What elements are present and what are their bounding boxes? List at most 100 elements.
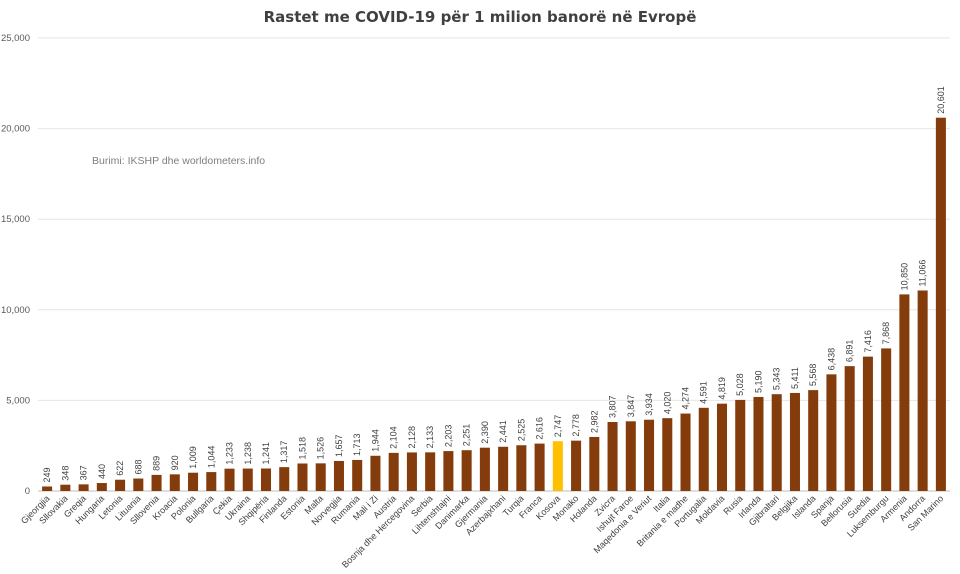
data-label: 7,416 bbox=[863, 330, 873, 353]
bar bbox=[662, 418, 673, 491]
data-label: 1,518 bbox=[297, 437, 307, 460]
data-label: 6,438 bbox=[826, 348, 836, 371]
bar bbox=[844, 366, 855, 491]
data-label: 889 bbox=[152, 456, 162, 471]
bar bbox=[406, 452, 417, 491]
data-label: 1,713 bbox=[352, 433, 362, 456]
data-label: 2,525 bbox=[516, 419, 526, 442]
data-label: 4,591 bbox=[699, 381, 709, 404]
bar bbox=[589, 436, 600, 491]
bar bbox=[881, 348, 892, 491]
y-tick-label: 0 bbox=[25, 486, 30, 497]
bar bbox=[60, 484, 71, 491]
data-label: 1,238 bbox=[243, 442, 253, 465]
data-label: 2,441 bbox=[498, 420, 508, 443]
data-label: 2,133 bbox=[425, 426, 435, 449]
data-label: 622 bbox=[115, 461, 125, 476]
chart-title: Rastet me COVID-19 për 1 milion banorë n… bbox=[263, 8, 697, 26]
bar bbox=[461, 450, 472, 491]
data-label: 688 bbox=[133, 460, 143, 475]
bar bbox=[169, 474, 180, 491]
bar bbox=[552, 441, 563, 491]
bar bbox=[133, 478, 144, 491]
data-label: 4,274 bbox=[681, 387, 691, 410]
data-label: 4,020 bbox=[662, 392, 672, 415]
bar bbox=[115, 479, 126, 491]
bar bbox=[808, 390, 819, 491]
bar bbox=[78, 484, 89, 491]
bar bbox=[771, 394, 782, 491]
data-label: 367 bbox=[79, 465, 89, 480]
data-label: 5,190 bbox=[753, 370, 763, 393]
data-label: 2,104 bbox=[389, 426, 399, 449]
bar bbox=[479, 447, 490, 491]
bar bbox=[425, 452, 436, 491]
data-label: 1,233 bbox=[225, 442, 235, 465]
data-label: 2,128 bbox=[407, 426, 417, 449]
data-label: 5,411 bbox=[790, 367, 800, 389]
y-tick-label: 15,000 bbox=[1, 214, 30, 225]
data-label: 1,009 bbox=[188, 446, 198, 469]
data-label: 1,657 bbox=[334, 434, 344, 457]
y-tick-label: 5,000 bbox=[6, 395, 30, 406]
bar bbox=[516, 445, 527, 491]
data-label: 2,747 bbox=[553, 415, 563, 438]
data-label: 1,241 bbox=[261, 442, 271, 465]
source-note: Burimi: IKSHP dhe worldometers.info bbox=[92, 155, 266, 167]
data-label: 1,526 bbox=[316, 437, 326, 460]
data-label: 20,601 bbox=[936, 86, 946, 114]
bar bbox=[644, 419, 655, 491]
data-label: 348 bbox=[60, 466, 70, 481]
bar bbox=[279, 467, 290, 491]
data-label: 1,317 bbox=[279, 441, 289, 464]
bar bbox=[899, 294, 910, 491]
bar bbox=[242, 468, 253, 491]
bar bbox=[698, 407, 709, 491]
bar bbox=[333, 460, 344, 491]
data-label: 5,568 bbox=[808, 364, 818, 387]
data-label: 3,847 bbox=[626, 395, 636, 418]
bar bbox=[388, 452, 399, 491]
bar bbox=[260, 468, 272, 491]
bar bbox=[862, 356, 873, 491]
bar bbox=[680, 413, 691, 491]
bar bbox=[534, 443, 545, 491]
data-label: 10,850 bbox=[899, 263, 909, 291]
bar bbox=[224, 468, 235, 491]
data-label: 5,028 bbox=[735, 373, 745, 396]
bar bbox=[206, 472, 217, 491]
data-label: 7,868 bbox=[881, 322, 891, 345]
bar bbox=[352, 459, 363, 491]
bar bbox=[42, 486, 53, 491]
bar bbox=[188, 472, 199, 491]
data-label: 3,807 bbox=[608, 395, 618, 418]
bar bbox=[935, 117, 946, 492]
data-label: 2,778 bbox=[571, 414, 581, 437]
bar bbox=[753, 396, 764, 491]
y-tick-label: 10,000 bbox=[1, 305, 30, 316]
y-tick-label: 25,000 bbox=[1, 33, 30, 44]
bar bbox=[151, 474, 162, 491]
data-label: 4,819 bbox=[717, 377, 727, 400]
bar bbox=[498, 446, 509, 491]
data-label: 440 bbox=[97, 464, 107, 479]
bar bbox=[297, 463, 308, 491]
bar bbox=[607, 422, 618, 491]
bar bbox=[789, 392, 800, 491]
data-label: 1,044 bbox=[206, 446, 216, 469]
data-label: 2,616 bbox=[535, 417, 545, 440]
bar bbox=[443, 451, 454, 491]
data-label: 2,982 bbox=[589, 410, 599, 433]
data-label: 2,203 bbox=[443, 425, 453, 448]
bar bbox=[735, 399, 746, 491]
bar bbox=[716, 403, 728, 491]
data-label: 1,944 bbox=[370, 429, 380, 452]
bar bbox=[625, 421, 636, 491]
bar bbox=[315, 463, 326, 491]
bar bbox=[826, 374, 837, 491]
data-label: 2,390 bbox=[480, 421, 490, 444]
data-label: 3,934 bbox=[644, 393, 654, 416]
bar bbox=[96, 483, 107, 491]
